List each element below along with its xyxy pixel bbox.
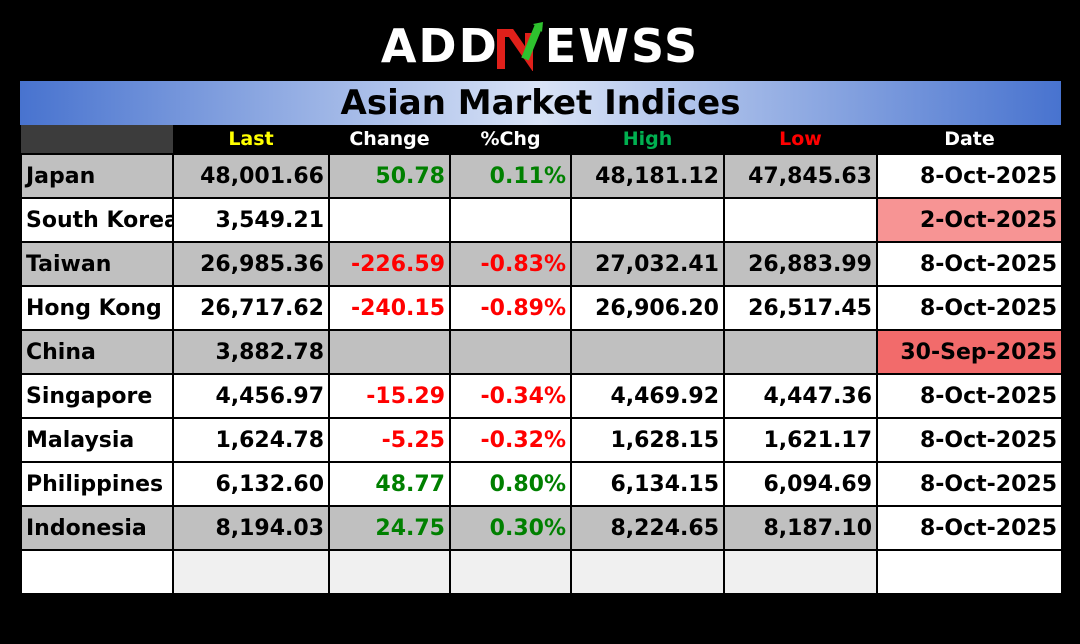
change-value: -15.29	[328, 373, 451, 419]
last-value: 8,194.03	[172, 505, 330, 551]
header-pct-change: %Chg	[450, 125, 571, 154]
empty-cell	[723, 549, 878, 595]
market-name: Singapore	[20, 373, 174, 419]
date-value: 8-Oct-2025	[876, 461, 1063, 507]
pct-change-value	[449, 329, 572, 375]
last-value: 3,882.78	[172, 329, 330, 375]
page-title: Asian Market Indices	[340, 83, 741, 123]
empty-cell	[20, 549, 174, 595]
low-value: 6,094.69	[723, 461, 878, 507]
change-value	[328, 329, 451, 375]
last-value: 4,456.97	[172, 373, 330, 419]
change-value: -240.15	[328, 285, 451, 331]
low-value	[723, 197, 878, 243]
high-value: 1,628.15	[570, 417, 725, 463]
empty-cell	[876, 549, 1063, 595]
empty-cell	[172, 549, 330, 595]
last-value: 48,001.66	[172, 153, 330, 199]
low-value	[723, 329, 878, 375]
table-row: Singapore 4,456.97 -15.29 -0.34% 4,469.9…	[20, 373, 1063, 419]
header-row: Last Change %Chg High Low Date	[21, 125, 1062, 154]
market-name: South Korea	[20, 197, 174, 243]
pct-change-value: 0.11%	[449, 153, 572, 199]
last-value: 26,717.62	[172, 285, 330, 331]
table-row-empty	[20, 549, 1063, 595]
pct-change-value	[449, 197, 572, 243]
market-name: Taiwan	[20, 241, 174, 287]
change-value: -5.25	[328, 417, 451, 463]
pct-change-value: -0.34%	[449, 373, 572, 419]
header-low: Low	[724, 125, 877, 154]
date-value: 8-Oct-2025	[876, 417, 1063, 463]
logo-n-arrow-icon	[496, 22, 543, 71]
table-row: Taiwan 26,985.36 -226.59 -0.83% 27,032.4…	[20, 241, 1063, 287]
table-row: South Korea 3,549.21 2-Oct-2025	[20, 197, 1063, 243]
header-date: Date	[877, 125, 1062, 154]
market-indices-table: Last Change %Chg High Low Date Japan 48,…	[20, 125, 1063, 595]
date-value-stale: 30-Sep-2025	[876, 329, 1063, 375]
high-value: 6,134.15	[570, 461, 725, 507]
change-value	[328, 197, 451, 243]
low-value: 1,621.17	[723, 417, 878, 463]
high-value: 4,469.92	[570, 373, 725, 419]
date-value-stale: 2-Oct-2025	[876, 197, 1063, 243]
table-row: Indonesia 8,194.03 24.75 0.30% 8,224.65 …	[20, 505, 1063, 551]
low-value: 8,187.10	[723, 505, 878, 551]
empty-cell	[570, 549, 725, 595]
table-row: Hong Kong 26,717.62 -240.15 -0.89% 26,90…	[20, 285, 1063, 331]
empty-cell	[328, 549, 451, 595]
date-value: 8-Oct-2025	[876, 505, 1063, 551]
pct-change-value: -0.83%	[449, 241, 572, 287]
logo-text-right: EWSS	[544, 19, 700, 73]
date-value: 8-Oct-2025	[876, 373, 1063, 419]
pct-change-value: -0.32%	[449, 417, 572, 463]
low-value: 26,517.45	[723, 285, 878, 331]
market-name: China	[20, 329, 174, 375]
market-name: Philippines	[20, 461, 174, 507]
market-name: Malaysia	[20, 417, 174, 463]
high-value: 48,181.12	[570, 153, 725, 199]
title-bar: Asian Market Indices	[20, 81, 1061, 125]
table-row: Malaysia 1,624.78 -5.25 -0.32% 1,628.15 …	[20, 417, 1063, 463]
market-name: Indonesia	[20, 505, 174, 551]
logo-text-left: ADD	[380, 19, 499, 73]
high-value: 27,032.41	[570, 241, 725, 287]
high-value	[570, 329, 725, 375]
last-value: 6,132.60	[172, 461, 330, 507]
last-value: 1,624.78	[172, 417, 330, 463]
low-value: 26,883.99	[723, 241, 878, 287]
change-value: 50.78	[328, 153, 451, 199]
change-value: 48.77	[328, 461, 451, 507]
date-value: 8-Oct-2025	[876, 285, 1063, 331]
low-value: 4,447.36	[723, 373, 878, 419]
header-blank	[21, 125, 173, 154]
table-row: Philippines 6,132.60 48.77 0.80% 6,134.1…	[20, 461, 1063, 507]
last-value: 26,985.36	[172, 241, 330, 287]
change-value: 24.75	[328, 505, 451, 551]
empty-cell	[449, 549, 572, 595]
market-name: Hong Kong	[20, 285, 174, 331]
high-value: 26,906.20	[570, 285, 725, 331]
table-row: China 3,882.78 30-Sep-2025	[20, 329, 1063, 375]
market-name: Japan	[20, 153, 174, 199]
pct-change-value: 0.30%	[449, 505, 572, 551]
change-value: -226.59	[328, 241, 451, 287]
pct-change-value: -0.89%	[449, 285, 572, 331]
high-value: 8,224.65	[570, 505, 725, 551]
high-value	[570, 197, 725, 243]
pct-change-value: 0.80%	[449, 461, 572, 507]
last-value: 3,549.21	[172, 197, 330, 243]
header-last: Last	[173, 125, 329, 154]
low-value: 47,845.63	[723, 153, 878, 199]
site-logo: ADD EWSS	[0, 14, 1080, 78]
date-value: 8-Oct-2025	[876, 241, 1063, 287]
header-high: High	[571, 125, 724, 154]
table-row: Japan 48,001.66 50.78 0.11% 48,181.12 47…	[20, 153, 1063, 199]
date-value: 8-Oct-2025	[876, 153, 1063, 199]
header-change: Change	[329, 125, 450, 154]
